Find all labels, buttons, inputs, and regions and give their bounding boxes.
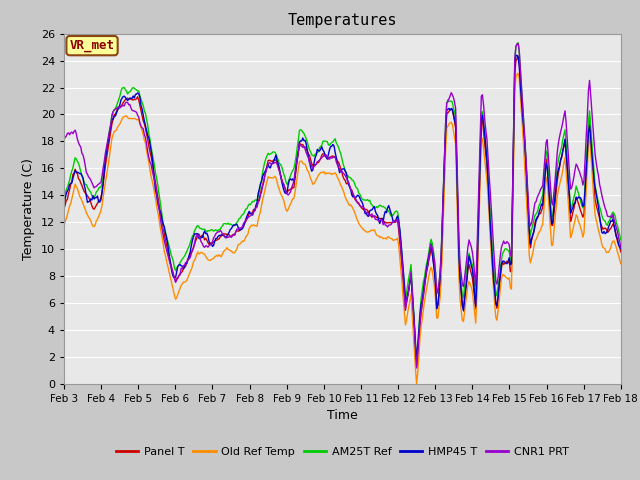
CNR1 PRT [519, 102, 527, 108]
Old Ref Temp [324, 170, 332, 176]
Old Ref Temp [606, 247, 614, 253]
Legend: Panel T, Old Ref Temp, AM25T Ref, HMP45 T, CNR1 PRT: Panel T, Old Ref Temp, AM25T Ref, HMP45 … [112, 442, 573, 461]
Old Ref Temp [515, 71, 522, 76]
AM25T Ref [515, 40, 522, 46]
CNR1 PRT [515, 41, 522, 47]
Panel T [617, 249, 625, 255]
HMP45 T [513, 52, 521, 58]
Line: Panel T: Panel T [64, 56, 621, 367]
Title: Temperatures: Temperatures [287, 13, 397, 28]
CNR1 PRT [413, 365, 420, 371]
Panel T [515, 53, 522, 59]
Old Ref Temp [362, 228, 369, 234]
Old Ref Temp [519, 128, 527, 134]
AM25T Ref [362, 197, 369, 203]
Old Ref Temp [392, 237, 399, 243]
CNR1 PRT [328, 156, 335, 161]
AM25T Ref [617, 237, 625, 243]
HMP45 T [324, 151, 332, 157]
Line: Old Ref Temp: Old Ref Temp [64, 73, 621, 384]
CNR1 PRT [324, 156, 332, 162]
AM25T Ref [606, 217, 614, 223]
Panel T [392, 219, 399, 225]
Panel T [362, 206, 369, 212]
Panel T [324, 155, 332, 161]
AM25T Ref [392, 209, 399, 215]
AM25T Ref [519, 101, 527, 107]
Panel T [606, 227, 614, 232]
Line: HMP45 T: HMP45 T [64, 55, 621, 360]
HMP45 T [519, 114, 527, 120]
AM25T Ref [413, 360, 420, 365]
CNR1 PRT [362, 208, 369, 214]
HMP45 T [392, 218, 399, 224]
Panel T [413, 364, 420, 370]
AM25T Ref [328, 140, 335, 145]
Old Ref Temp [617, 261, 625, 267]
CNR1 PRT [392, 219, 399, 225]
CNR1 PRT [617, 244, 625, 250]
Old Ref Temp [328, 172, 335, 178]
CNR1 PRT [606, 214, 614, 219]
HMP45 T [413, 357, 420, 363]
Old Ref Temp [60, 224, 68, 229]
Panel T [60, 205, 68, 211]
HMP45 T [60, 204, 68, 210]
AM25T Ref [324, 142, 332, 148]
CNR1 PRT [60, 136, 68, 142]
Line: CNR1 PRT: CNR1 PRT [64, 44, 621, 368]
HMP45 T [362, 211, 369, 216]
Panel T [328, 153, 335, 159]
Text: VR_met: VR_met [70, 39, 115, 52]
HMP45 T [328, 143, 335, 149]
Y-axis label: Temperature (C): Temperature (C) [22, 158, 35, 260]
HMP45 T [617, 246, 625, 252]
Old Ref Temp [413, 381, 420, 387]
Line: AM25T Ref: AM25T Ref [64, 43, 621, 362]
Panel T [519, 108, 527, 114]
HMP45 T [606, 221, 614, 227]
X-axis label: Time: Time [327, 409, 358, 422]
AM25T Ref [60, 193, 68, 199]
